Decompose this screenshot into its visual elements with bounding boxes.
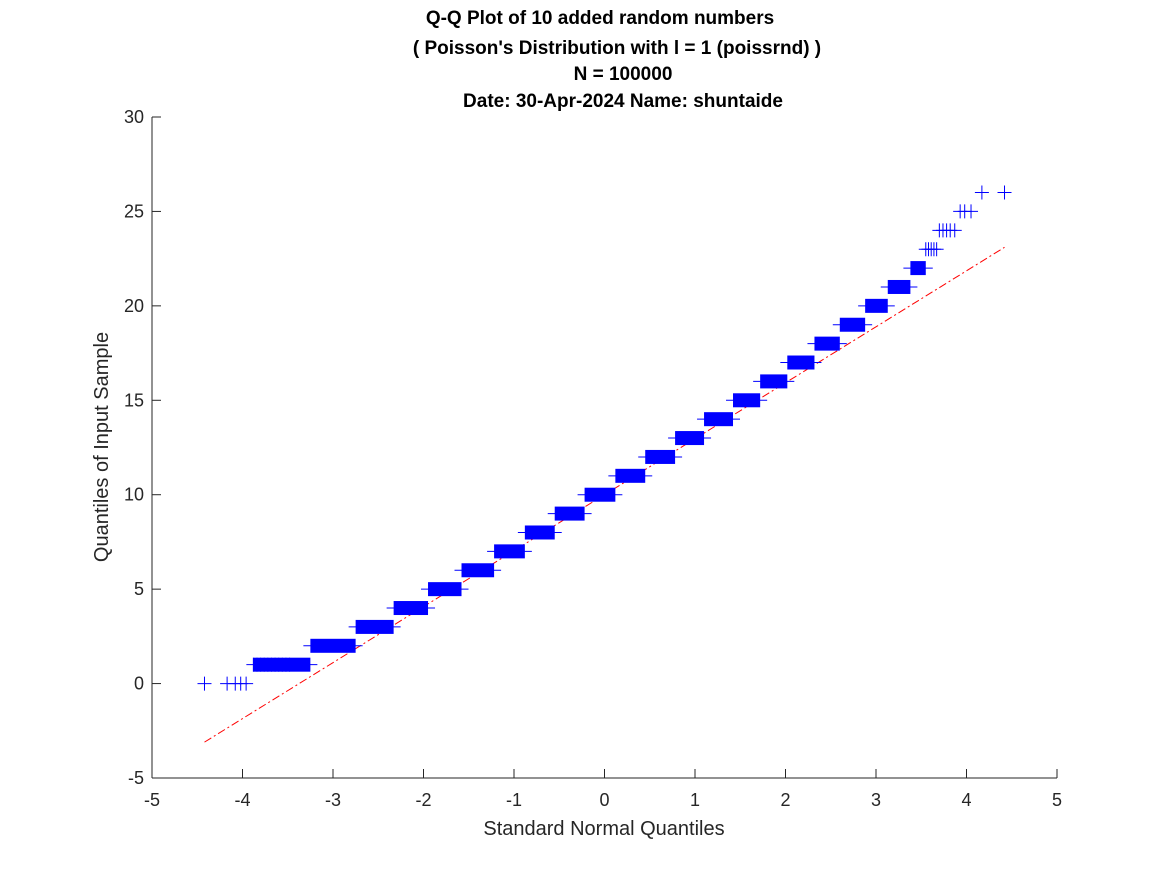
y-tick-label: -5 bbox=[128, 768, 144, 788]
y-tick-label: 15 bbox=[124, 390, 144, 410]
step-bar bbox=[393, 601, 429, 616]
y-tick-label: 10 bbox=[124, 485, 144, 505]
title-line-3: N = 100000 bbox=[574, 64, 673, 85]
step-bar bbox=[494, 544, 525, 559]
step-bar bbox=[865, 298, 888, 313]
point-marker bbox=[239, 676, 254, 691]
y-axis-ticks: -5 0 5 10 15 20 25 30 bbox=[124, 107, 161, 788]
title-line-4: Date: 30-Apr-2024 Name: shuntaide bbox=[463, 91, 783, 112]
x-tick-label: -4 bbox=[234, 790, 250, 810]
x-tick-label: -3 bbox=[325, 790, 341, 810]
point-marker bbox=[929, 242, 944, 257]
y-tick-label: 5 bbox=[134, 579, 144, 599]
step-bar bbox=[704, 412, 734, 427]
point-marker bbox=[947, 223, 962, 238]
y-tick-label: 20 bbox=[124, 296, 144, 316]
x-axis-ticks: -5 -4 -3 -2 -1 0 1 2 3 4 5 bbox=[144, 769, 1062, 810]
step-bar bbox=[887, 279, 911, 294]
point-marker bbox=[997, 185, 1012, 200]
step-bar bbox=[584, 487, 616, 502]
x-axis-label: Standard Normal Quantiles bbox=[483, 818, 724, 840]
step-bar bbox=[461, 563, 495, 578]
y-axis-label: Quantiles of Input Sample bbox=[91, 332, 113, 562]
x-tick-label: 1 bbox=[690, 790, 700, 810]
step-bar bbox=[787, 355, 815, 370]
y-tick-label: 30 bbox=[124, 107, 144, 127]
x-tick-label: -5 bbox=[144, 790, 160, 810]
step-bar bbox=[615, 468, 646, 483]
x-tick-label: -1 bbox=[506, 790, 522, 810]
chart-title: Q-Q Plot of 10 added random numbers ( Po… bbox=[413, 8, 821, 112]
quantile-points bbox=[197, 185, 1012, 691]
x-tick-label: 3 bbox=[871, 790, 881, 810]
step-bar bbox=[675, 431, 705, 446]
step-bar bbox=[554, 506, 585, 521]
step-bar bbox=[814, 336, 840, 351]
step-bar bbox=[428, 582, 462, 597]
step-bar bbox=[645, 449, 676, 464]
step-bar bbox=[310, 638, 356, 653]
step-bar bbox=[910, 261, 926, 276]
x-tick-label: 0 bbox=[599, 790, 609, 810]
plot-area: -5 -4 -3 -2 -1 0 1 2 3 4 5 -5 0 5 10 15 20 25 30 bbox=[124, 107, 1062, 810]
x-tick-label: -2 bbox=[415, 790, 431, 810]
step-bar bbox=[839, 317, 866, 332]
x-tick-label: 4 bbox=[961, 790, 971, 810]
step-bar bbox=[760, 374, 788, 389]
title-line-2: ( Poisson's Distribution with l = 1 (poi… bbox=[413, 38, 821, 59]
step-bar bbox=[355, 619, 394, 634]
step-bar bbox=[524, 525, 555, 540]
step-bar bbox=[733, 393, 761, 408]
x-tick-label: 2 bbox=[780, 790, 790, 810]
point-marker bbox=[197, 676, 212, 691]
x-tick-label: 5 bbox=[1052, 790, 1062, 810]
y-tick-label: 0 bbox=[134, 674, 144, 694]
point-marker bbox=[964, 204, 979, 219]
point-marker bbox=[974, 185, 989, 200]
y-tick-label: 25 bbox=[124, 201, 144, 221]
title-line-1: Q-Q Plot of 10 added random numbers bbox=[426, 8, 774, 29]
